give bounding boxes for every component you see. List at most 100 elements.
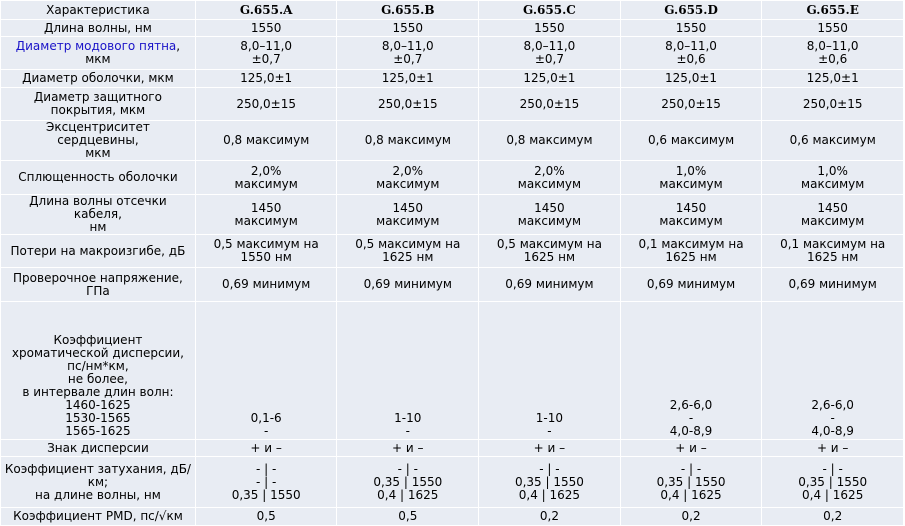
cell-line: максимум bbox=[801, 176, 865, 191]
cell: 0,5 максимум на 1625 нм bbox=[479, 235, 620, 267]
row-label: Диаметр модового пятна, мкм bbox=[1, 37, 195, 69]
header-characteristic: Характеристика bbox=[1, 1, 195, 19]
cell-line: - | - bbox=[397, 461, 418, 476]
cell: 0,5 bbox=[195, 508, 337, 525]
row-dispersion: Коэффициент хроматической дисперсии, пс/… bbox=[1, 302, 903, 439]
row-pmd: Коэффициент PMD, пс/√км 0,5 0,5 0,2 0,2 … bbox=[1, 508, 903, 525]
cell: 125,0±1 bbox=[195, 70, 337, 87]
cell: 0,1 максимум на 1625 нм bbox=[762, 235, 903, 267]
cell: 2,6-6,0-4,0-8,9 bbox=[620, 302, 762, 439]
row-attenuation: Коэффициент затухания, дБ/км; на длине во… bbox=[1, 457, 903, 507]
cell-line: - bbox=[688, 411, 694, 425]
row-label: Сплющенность оболочки bbox=[1, 161, 195, 194]
cell: + и – bbox=[762, 440, 903, 456]
cell-line: 0,35 | 1550 bbox=[656, 474, 726, 489]
cell-line: 0,4 | 1625 bbox=[518, 487, 581, 502]
cell: 1450 максимум bbox=[762, 195, 903, 234]
cell: 1550 bbox=[479, 20, 620, 36]
header-g655e: G.655.E bbox=[762, 1, 903, 19]
cell: 0,2 bbox=[479, 508, 620, 525]
label-line: хроматической дисперсии, bbox=[11, 346, 184, 360]
row-label: Эксцентриситет сердцевины, мкм bbox=[1, 121, 195, 160]
label-line: не более, bbox=[67, 372, 128, 386]
cell-line: 8,0–11,0 bbox=[523, 39, 576, 53]
cell: 125,0±1 bbox=[620, 70, 762, 87]
cell: 250,0±15 bbox=[762, 88, 903, 120]
cell: 1450 максимум bbox=[620, 195, 762, 234]
cell-line: 2,6-6,0 bbox=[811, 398, 854, 412]
cell-line: 0,35 | 1550 bbox=[231, 487, 301, 502]
cell: 0,1-6- bbox=[195, 302, 337, 439]
label-line: ГПа bbox=[86, 283, 110, 298]
cell: 1450 максимум bbox=[479, 195, 620, 234]
label-line: Коэффициент bbox=[53, 333, 143, 347]
cell-line: 1625 нм bbox=[807, 250, 859, 264]
cell: 8,0–11,0 ±0,7 bbox=[337, 37, 479, 69]
label-line: нм bbox=[89, 220, 107, 234]
label-line: в интервале длин волн: bbox=[22, 385, 174, 399]
header-row: Характеристика G.655.A G.655.B G.655.C G… bbox=[1, 1, 903, 19]
cell-line: 1450 bbox=[534, 200, 565, 215]
cell-line: 0,4 | 1625 bbox=[377, 487, 439, 502]
cell: 0,69 минимум bbox=[620, 268, 762, 301]
cell: 0,8 максимум bbox=[337, 121, 479, 160]
cell: 2,0% максимум bbox=[479, 161, 620, 194]
cell: 1550 bbox=[337, 20, 479, 36]
label-line: 1530-1565 bbox=[65, 411, 131, 425]
label-line: покрытия, мкм bbox=[50, 103, 146, 117]
cell-line: 1450 bbox=[817, 200, 848, 215]
cell-line: максимум bbox=[659, 213, 723, 228]
cell: 0,8 максимум bbox=[195, 121, 337, 160]
cell-line: - | - bbox=[680, 461, 702, 476]
cell-line: ±0,7 bbox=[534, 52, 564, 66]
label-line: 1460-1625 bbox=[65, 398, 131, 412]
cell-line: 0,5 максимум на bbox=[213, 237, 319, 251]
cell: 2,0% максимум bbox=[337, 161, 479, 194]
cell-line: 0,1 максимум на bbox=[638, 237, 744, 251]
label-line: на длине волны, нм bbox=[35, 487, 161, 502]
cell: 2,0% максимум bbox=[195, 161, 337, 194]
row-eccentricity: Эксцентриситет сердцевины, мкм 0,8 максим… bbox=[1, 121, 903, 160]
cell: 0,2 bbox=[620, 508, 762, 525]
cell: 1-10- bbox=[337, 302, 479, 439]
cell-line: 2,0% bbox=[534, 163, 565, 178]
cell-line: 1625 нм bbox=[382, 250, 434, 264]
cell-line: 4,0-8,9 bbox=[811, 424, 854, 438]
row-macrobend: Потери на макроизгибе, дБ 0,5 максимум н… bbox=[1, 235, 903, 267]
cell-line: 1,0% bbox=[817, 163, 848, 178]
cell-line: максимум bbox=[234, 176, 298, 191]
cell-line: 2,0% bbox=[250, 163, 282, 178]
label-line: Диаметр защитного bbox=[33, 90, 162, 104]
cell-line: - | - bbox=[539, 461, 560, 476]
cell-line: 8,0–11,0 bbox=[381, 39, 434, 53]
cell-line: - | - bbox=[822, 461, 843, 476]
cell: + и – bbox=[195, 440, 337, 456]
cell: 0,1 максимум на 1625 нм bbox=[620, 235, 762, 267]
mode-field-link[interactable]: Диаметр модового пятна bbox=[15, 39, 177, 53]
row-noncircularity: Сплющенность оболочки 2,0% максимум 2,0% м… bbox=[1, 161, 903, 194]
cell: 8,0–11,0 ±0,7 bbox=[195, 37, 337, 69]
cell: 250,0±15 bbox=[337, 88, 479, 120]
cell-line: 1450 bbox=[675, 200, 707, 215]
cell-line: 1550 нм bbox=[240, 250, 292, 264]
header-g655b: G.655.B bbox=[337, 1, 479, 19]
cell: 1550 bbox=[195, 20, 337, 36]
row-label: Коэффициент хроматической дисперсии, пс/… bbox=[1, 302, 195, 439]
cell: 125,0±1 bbox=[762, 70, 903, 87]
cell-line: - | - bbox=[256, 461, 277, 476]
cell: 1450 максимум bbox=[195, 195, 337, 234]
row-proof-stress: Проверочное напряжение, ГПа 0,69 минимум … bbox=[1, 268, 903, 301]
cell-line: 2,6-6,0 bbox=[669, 398, 713, 412]
cell: 0,69 минимум bbox=[479, 268, 620, 301]
cell-line: ±0,7 bbox=[251, 52, 281, 66]
cell: 250,0±15 bbox=[479, 88, 620, 120]
row-cutoff: Длина волны отсечки кабеля, нм 1450 максим… bbox=[1, 195, 903, 234]
cell-line: 1-10 bbox=[394, 411, 422, 425]
row-label-unit: , мкм bbox=[85, 39, 181, 66]
label-line: Коэффициент затухания, дБ/ bbox=[4, 461, 191, 476]
cell-line: 0,4 | 1625 bbox=[802, 487, 864, 502]
cell-line: ±0,7 bbox=[393, 52, 423, 66]
row-wavelength: Длина волны, нм 1550 1550 1550 1550 1550 bbox=[1, 20, 903, 36]
row-label: Длина волны, нм bbox=[1, 20, 195, 36]
